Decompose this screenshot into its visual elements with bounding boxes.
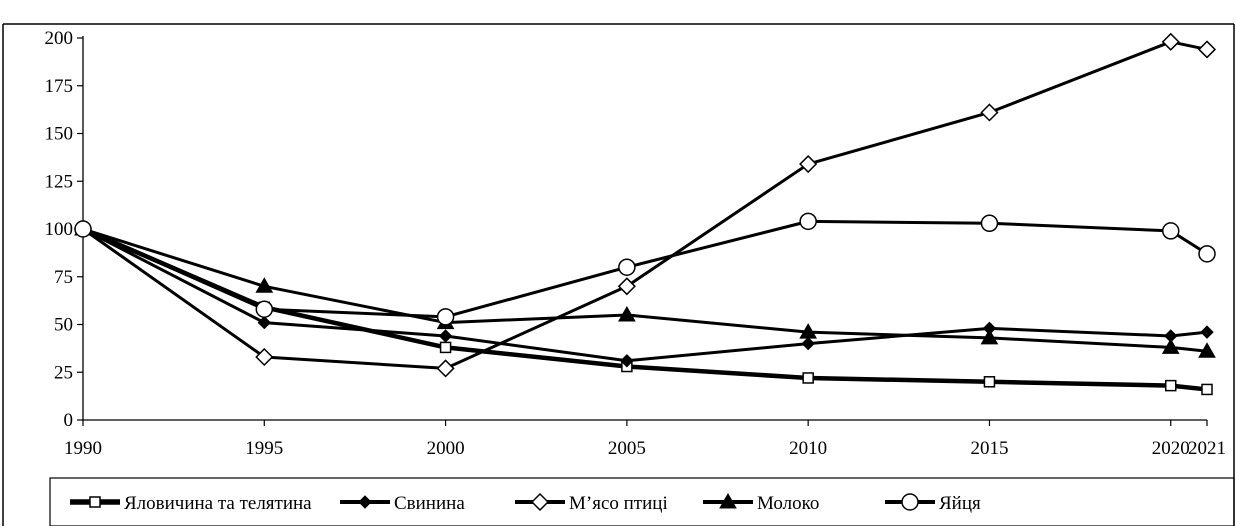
data-point-eggs [618, 258, 636, 276]
legend-swatch-marker [530, 492, 550, 512]
legend-entry-pork: Свинина [340, 493, 465, 514]
legend-entry-poultry: М’ясо птиці [515, 492, 668, 514]
y-tick-label: 75 [54, 267, 73, 288]
y-tick-label: 200 [45, 28, 74, 49]
y-tick-label: 100 [45, 219, 74, 240]
data-point-eggs [436, 308, 455, 326]
series-lines [73, 32, 1217, 396]
y-tick-label: 175 [45, 76, 74, 97]
data-point-eggs [1161, 222, 1180, 240]
legend-label-beef: Яловичина та телятина [124, 493, 312, 514]
data-point-milk [980, 328, 999, 345]
data-point-pork [620, 354, 634, 368]
data-point-poultry [617, 277, 636, 296]
data-point-poultry [799, 154, 818, 174]
data-point-pork [438, 329, 453, 343]
data-point-pork [257, 315, 271, 330]
legend-entry-eggs: Яйця [885, 493, 981, 514]
legend-entry-milk: Молоко [703, 492, 819, 514]
x-tick-label: 1995 [245, 438, 283, 459]
data-point-milk [618, 305, 636, 322]
data-point-beef [802, 372, 814, 384]
data-point-milk [1198, 342, 1216, 358]
legend-swatch-marker [358, 495, 372, 509]
x-tick-label: 2020 [1152, 438, 1190, 459]
x-tick-label: 2000 [427, 438, 465, 459]
data-point-eggs [74, 220, 92, 238]
series-eggs [74, 212, 1216, 326]
series-line-eggs [82, 219, 1208, 319]
series-line-pork [82, 227, 1208, 363]
data-point-pork [801, 336, 815, 351]
data-point-beef [439, 341, 452, 354]
legend: Яловичина та телятина Свинина М’ясо птиці М… [49, 477, 1235, 527]
series-beef [77, 223, 1213, 396]
legend-label-poultry: М’ясо птиці [569, 493, 668, 514]
data-point-milk [799, 323, 818, 339]
legend-label-eggs: Яйця [939, 493, 981, 514]
x-tick-label: 2005 [608, 438, 646, 459]
data-point-poultry [255, 347, 274, 367]
data-point-poultry [436, 359, 455, 378]
series-poultry [73, 32, 1217, 378]
data-point-eggs [1198, 245, 1216, 263]
data-point-eggs [255, 300, 274, 318]
data-point-poultry [1161, 32, 1180, 51]
series-line-milk [82, 227, 1208, 353]
data-point-beef [1164, 379, 1177, 392]
y-tick-label: 0 [64, 410, 74, 431]
y-tick-label: 150 [45, 124, 74, 145]
series-line-beef [82, 226, 1208, 392]
data-point-milk [1161, 338, 1180, 354]
data-point-beef [1201, 383, 1213, 396]
legend-label-pork: Свинина [394, 493, 465, 514]
data-point-beef [983, 376, 996, 388]
axes: 0 25 50 75 100 125 150 175 200 1990 1995 2000 2005 20… [2, 23, 1235, 526]
x-tick-label: 2010 [789, 438, 827, 459]
series-line-poultry [82, 40, 1208, 370]
y-tick-label: 125 [45, 171, 74, 192]
x-tick-label: 2015 [970, 438, 1008, 459]
data-point-eggs [799, 212, 817, 231]
y-tick-label: 50 [54, 315, 73, 336]
x-tick-label: 1990 [64, 438, 102, 459]
legend-swatch-marker [89, 496, 101, 508]
legend-label-milk: Молоко [757, 493, 819, 514]
data-point-poultry [980, 103, 999, 122]
data-point-milk [255, 277, 274, 293]
legend-entry-beef: Яловичина та телятина [70, 493, 312, 514]
legend-swatch-marker [719, 492, 737, 509]
data-point-eggs [980, 214, 999, 233]
y-tick-label: 25 [54, 362, 73, 383]
legend-swatch-marker [901, 493, 919, 511]
data-point-poultry [1197, 40, 1217, 59]
x-tick-label: 2021 [1188, 438, 1226, 459]
series-milk [74, 219, 1216, 358]
data-point-pork [1200, 325, 1214, 339]
